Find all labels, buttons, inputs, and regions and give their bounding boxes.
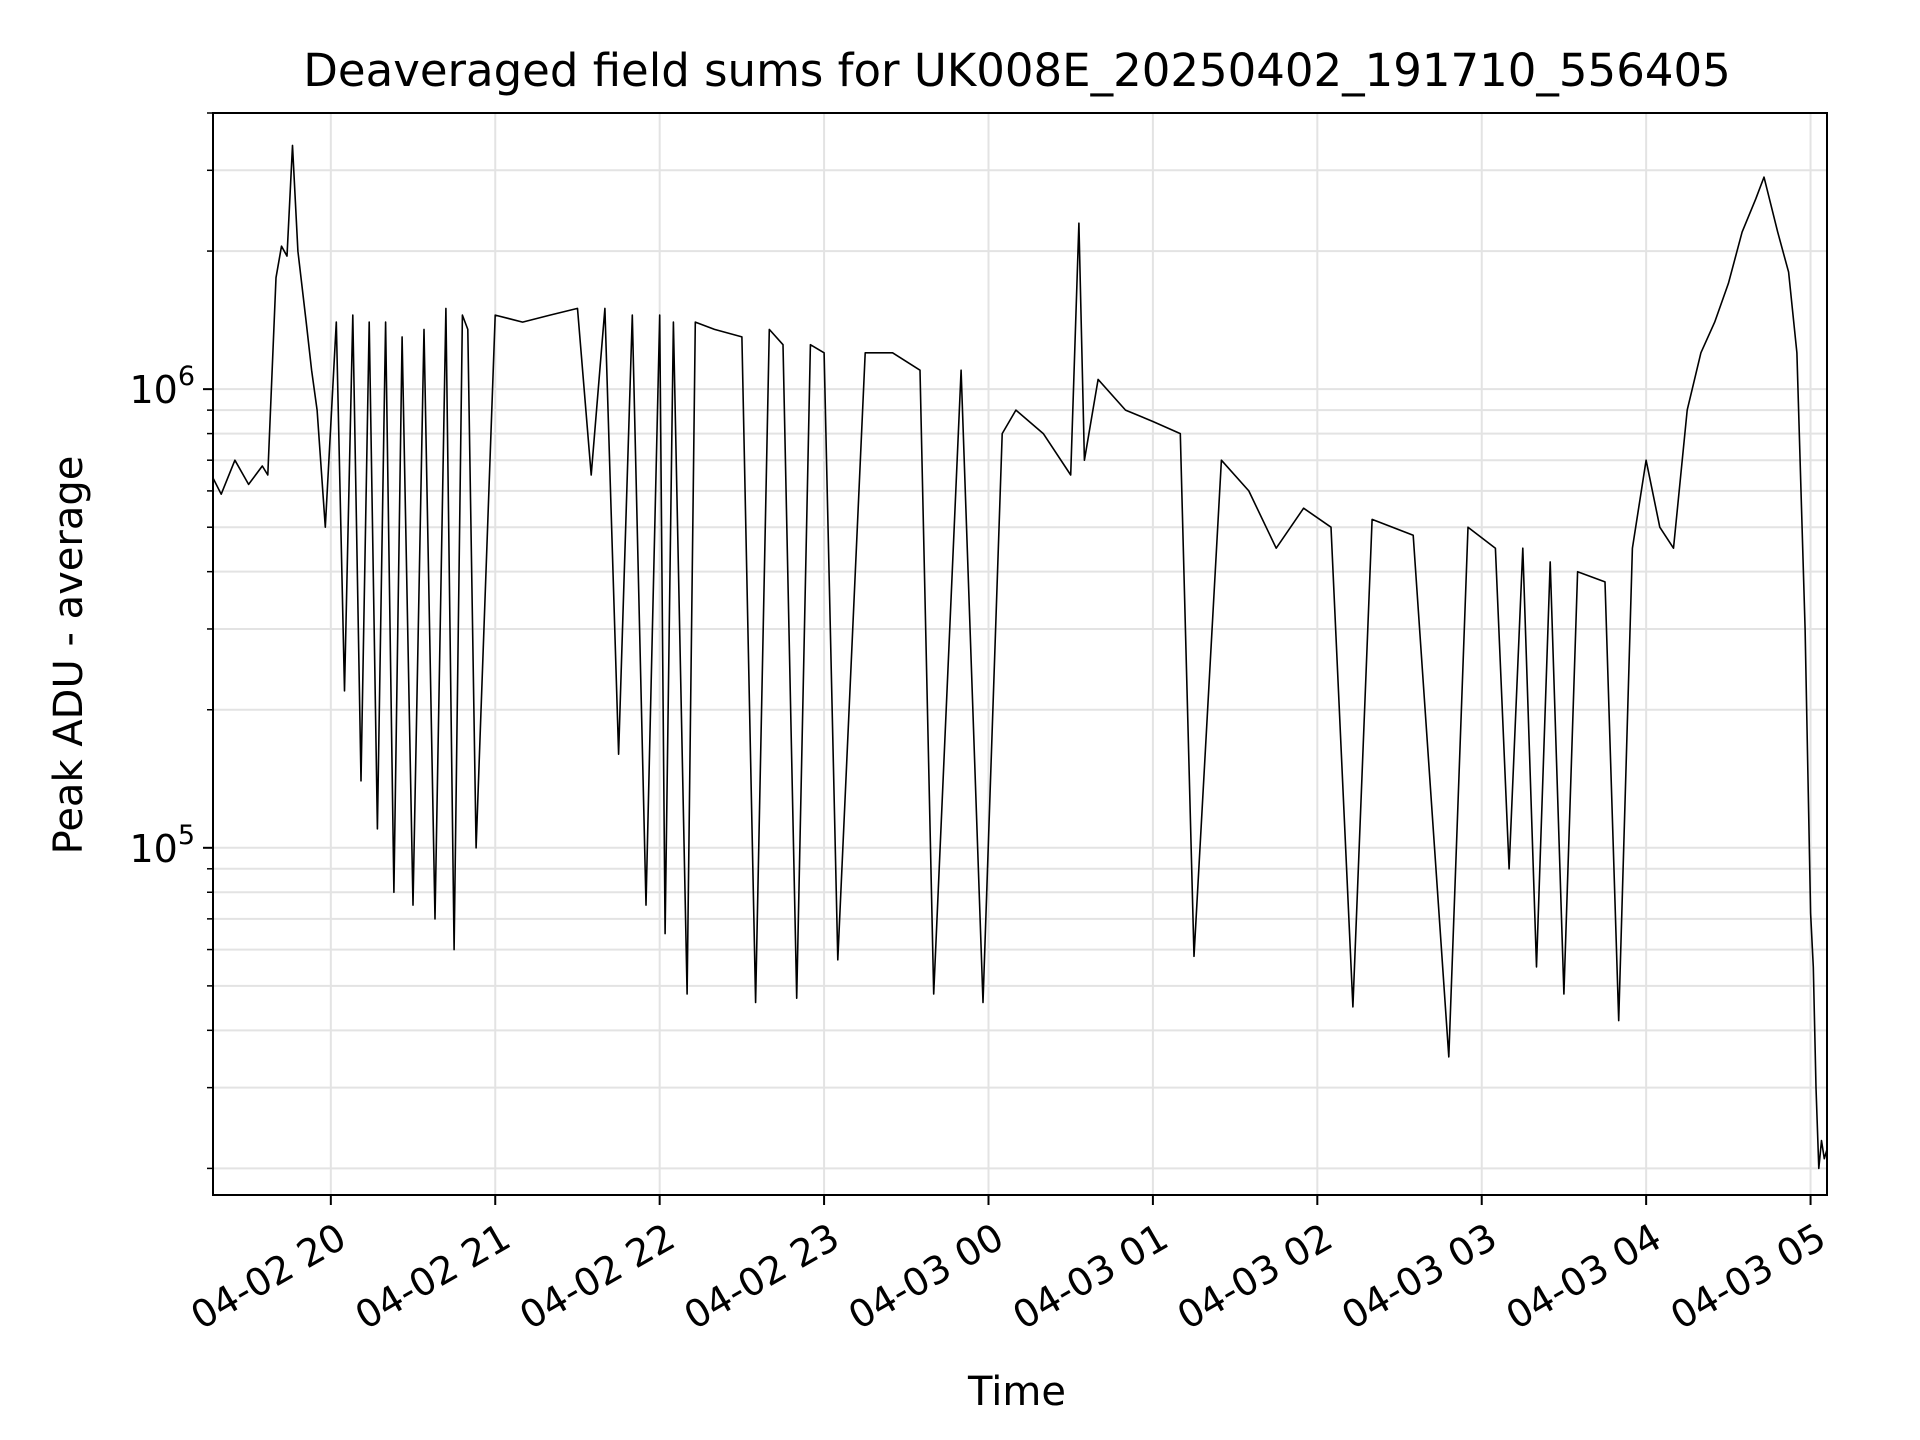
y-tick-label: 106 <box>129 361 195 412</box>
plot-area <box>212 144 1828 1170</box>
y-axis-title: Peak ADU - average <box>46 456 92 855</box>
chart-title: Deaveraged field sums for UK008E_2025040… <box>303 44 1730 97</box>
series-line <box>212 144 1828 1170</box>
grid <box>213 112 1827 1195</box>
plot-frame <box>212 112 1828 1196</box>
y-tick-label: 105 <box>129 820 195 871</box>
x-axis-title: Time <box>967 1369 1066 1415</box>
